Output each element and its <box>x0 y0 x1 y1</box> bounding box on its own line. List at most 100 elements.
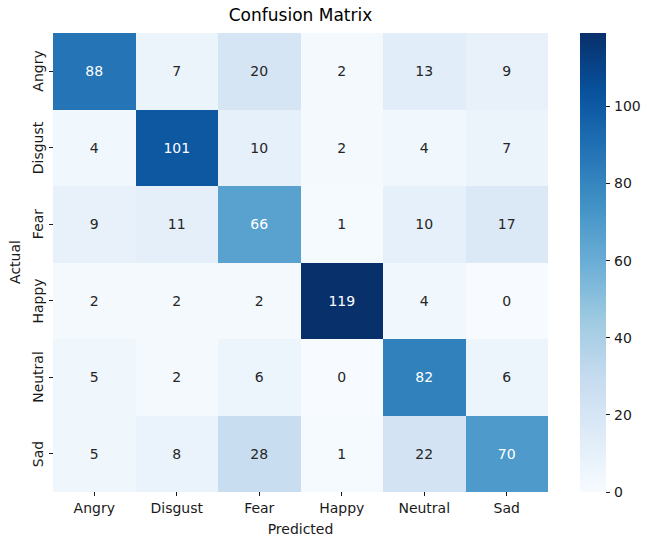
heatmap-cell: 2 <box>136 339 219 416</box>
heatmap-cell: 4 <box>383 110 466 187</box>
cell-value: 7 <box>172 63 181 79</box>
cell-value: 101 <box>163 140 190 156</box>
heatmap-cell: 2 <box>301 110 384 187</box>
colorbar-tick-label: 40 <box>614 330 632 346</box>
cell-value: 28 <box>250 446 268 462</box>
colorbar <box>580 33 606 492</box>
cell-value: 0 <box>337 369 346 385</box>
cell-value: 20 <box>250 63 268 79</box>
heatmap-cell: 2 <box>301 33 384 110</box>
y-tick-label: Neutral <box>30 351 46 403</box>
colorbar-tick-mark <box>606 492 610 493</box>
heatmap-cell: 28 <box>218 416 301 493</box>
cell-value: 2 <box>172 293 181 309</box>
cell-value: 70 <box>498 446 516 462</box>
y-tick-mark <box>49 300 53 301</box>
colorbar-tick-label: 100 <box>614 98 641 114</box>
cell-value: 13 <box>415 63 433 79</box>
cell-value: 10 <box>415 216 433 232</box>
colorbar-tick-label: 0 <box>614 484 623 500</box>
cell-value: 1 <box>337 216 346 232</box>
heatmap-cell: 8 <box>136 416 219 493</box>
y-tick-mark <box>49 377 53 378</box>
cell-value: 2 <box>172 369 181 385</box>
cell-value: 4 <box>90 140 99 156</box>
colorbar-tick-mark <box>606 414 610 415</box>
heatmap-cell: 88 <box>53 33 136 110</box>
colorbar-tick-label: 20 <box>614 407 632 423</box>
heatmap-cell: 119 <box>301 263 384 340</box>
y-tick-mark <box>49 147 53 148</box>
y-tick-label: Happy <box>30 278 46 323</box>
heatmap-cell: 2 <box>136 263 219 340</box>
x-tick-mark <box>94 492 95 496</box>
cell-value: 2 <box>255 293 264 309</box>
cell-value: 82 <box>415 369 433 385</box>
heatmap-cell: 2 <box>53 263 136 340</box>
cell-value: 8 <box>172 446 181 462</box>
heatmap-cell: 9 <box>53 186 136 263</box>
colorbar-tick-label: 60 <box>614 253 632 269</box>
cell-value: 0 <box>502 293 511 309</box>
heatmap-cell: 7 <box>136 33 219 110</box>
x-tick-label: Angry <box>74 500 115 516</box>
colorbar-tick-mark <box>606 183 610 184</box>
cell-value: 66 <box>250 216 268 232</box>
heatmap-cell: 82 <box>383 339 466 416</box>
cell-value: 7 <box>502 140 511 156</box>
heatmap-cell: 6 <box>218 339 301 416</box>
cell-value: 88 <box>85 63 103 79</box>
heatmap-cell: 9 <box>466 33 549 110</box>
y-tick-label: Sad <box>30 441 46 467</box>
colorbar-tick-mark <box>606 337 610 338</box>
heatmap-cell: 7 <box>466 110 549 187</box>
y-tick-label: Angry <box>30 51 46 92</box>
y-tick-mark <box>49 453 53 454</box>
x-axis-label: Predicted <box>53 521 548 537</box>
confusion-matrix-figure: Confusion Matrix Actual 8872021394101102… <box>0 0 649 547</box>
y-tick-mark <box>49 224 53 225</box>
y-tick-mark <box>49 71 53 72</box>
heatmap-cell: 1 <box>301 186 384 263</box>
heatmap-cell: 11 <box>136 186 219 263</box>
cell-value: 5 <box>90 446 99 462</box>
cell-value: 119 <box>328 293 355 309</box>
cell-value: 4 <box>420 293 429 309</box>
cell-value: 22 <box>415 446 433 462</box>
x-tick-label: Sad <box>494 500 520 516</box>
cell-value: 2 <box>337 140 346 156</box>
x-tick-mark <box>259 492 260 496</box>
heatmap-cell: 10 <box>383 186 466 263</box>
heatmap-cell: 2 <box>218 263 301 340</box>
heatmap-cell: 1 <box>301 416 384 493</box>
x-tick-label: Fear <box>244 500 274 516</box>
x-tick-mark <box>176 492 177 496</box>
heatmap-cell: 13 <box>383 33 466 110</box>
heatmap-cell: 10 <box>218 110 301 187</box>
heatmap-cell: 6 <box>466 339 549 416</box>
x-tick-mark <box>424 492 425 496</box>
cell-value: 9 <box>90 216 99 232</box>
cell-value: 10 <box>250 140 268 156</box>
cell-value: 5 <box>90 369 99 385</box>
cell-value: 9 <box>502 63 511 79</box>
colorbar-tick-mark <box>606 106 610 107</box>
colorbar-tick-label: 80 <box>614 175 632 191</box>
y-tick-label: Fear <box>30 209 46 239</box>
colorbar-tick-mark <box>606 260 610 261</box>
x-tick-mark <box>506 492 507 496</box>
cell-value: 6 <box>502 369 511 385</box>
cell-value: 11 <box>168 216 186 232</box>
heatmap-cell: 20 <box>218 33 301 110</box>
heatmap-cell: 0 <box>466 263 549 340</box>
y-axis-label: Actual <box>7 240 23 284</box>
heatmap-cell: 70 <box>466 416 549 493</box>
cell-value: 6 <box>255 369 264 385</box>
heatmap-cell: 17 <box>466 186 549 263</box>
cell-value: 4 <box>420 140 429 156</box>
heatmap-cell: 5 <box>53 416 136 493</box>
x-tick-mark <box>341 492 342 496</box>
heatmap-cell: 0 <box>301 339 384 416</box>
heatmap-cell: 22 <box>383 416 466 493</box>
heatmap-cell: 66 <box>218 186 301 263</box>
